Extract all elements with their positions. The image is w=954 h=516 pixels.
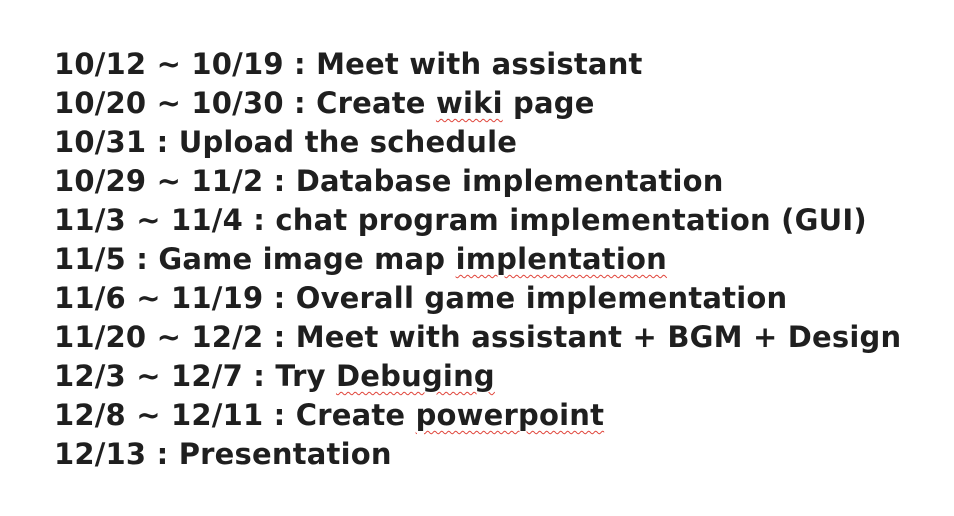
misspelled-word[interactable]: implentation — [455, 242, 667, 276]
item-text: 11/6 ~ 11/19 : Overall game implementati… — [54, 281, 788, 315]
misspelled-word[interactable]: powerpoint — [415, 398, 605, 432]
item-text: 12/3 ~ 12/7 : Try — [54, 359, 337, 393]
schedule-list: 10/12 ~ 10/19 : Meet with assistant 10/2… — [54, 45, 901, 474]
item-text: 11/5 : Game image map — [54, 242, 456, 276]
item-text: 10/29 ~ 11/2 : Database implementation — [54, 164, 724, 198]
schedule-item: 11/5 : Game image map implentation — [54, 240, 901, 279]
schedule-item: 10/29 ~ 11/2 : Database implementation — [54, 162, 901, 201]
schedule-item: 10/12 ~ 10/19 : Meet with assistant — [54, 45, 901, 84]
item-text-tail: page — [502, 86, 595, 120]
item-text: 12/8 ~ 12/11 : Create — [54, 398, 416, 432]
schedule-item: 11/20 ~ 12/2 : Meet with assistant + BGM… — [54, 318, 901, 357]
schedule-item: 11/6 ~ 11/19 : Overall game implementati… — [54, 279, 901, 318]
schedule-item: 10/20 ~ 10/30 : Create wiki page — [54, 84, 901, 123]
item-text: 10/12 ~ 10/19 : Meet with assistant — [54, 47, 643, 81]
item-text: 10/20 ~ 10/30 : Create — [54, 86, 436, 120]
item-text: 11/20 ~ 12/2 : Meet with assistant + BGM… — [54, 320, 902, 354]
schedule-item: 12/3 ~ 12/7 : Try Debuging — [54, 357, 901, 396]
schedule-item: 10/31 : Upload the schedule — [54, 123, 901, 162]
item-text: 11/3 ~ 11/4 : chat program implementatio… — [54, 203, 867, 237]
item-text: 12/13 : Presentation — [54, 437, 392, 471]
schedule-item: 12/8 ~ 12/11 : Create powerpoint — [54, 396, 901, 435]
schedule-item: 12/13 : Presentation — [54, 435, 901, 474]
schedule-item: 11/3 ~ 11/4 : chat program implementatio… — [54, 201, 901, 240]
misspelled-word[interactable]: Debuging — [336, 359, 495, 393]
misspelled-word[interactable]: wiki — [435, 86, 503, 120]
item-text: 10/31 : Upload the schedule — [54, 125, 518, 159]
